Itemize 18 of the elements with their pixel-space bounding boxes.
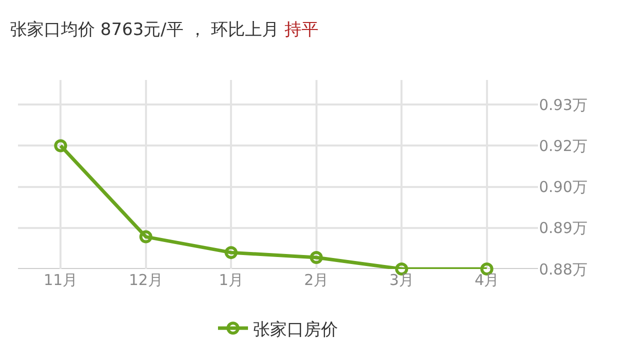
x-tick-label: 2月	[304, 271, 329, 289]
point	[310, 251, 323, 264]
chart-subtitle: 持平	[284, 20, 319, 40]
point	[224, 246, 238, 260]
x-tick-label: 1月	[218, 271, 244, 289]
y-tick-label: 0.93万	[539, 96, 588, 114]
point	[54, 139, 68, 152]
y-tick-label: 0.89万	[539, 219, 588, 238]
legend-label: 张家口房价	[253, 320, 338, 340]
y-tick-label: 0.92万	[539, 136, 588, 155]
x-tick-label: 12月	[128, 271, 163, 289]
y-tick-label: 0.88万	[539, 260, 588, 278]
chart-title: 张家口均价 8763元/平 ， 环比上月	[10, 20, 280, 40]
x-tick-label: 11月	[44, 271, 78, 289]
x-tick-label: 3月	[389, 271, 414, 289]
y-tick-label: 0.90万	[539, 178, 588, 196]
x-tick-label: 4月	[474, 271, 500, 289]
point	[139, 230, 152, 244]
